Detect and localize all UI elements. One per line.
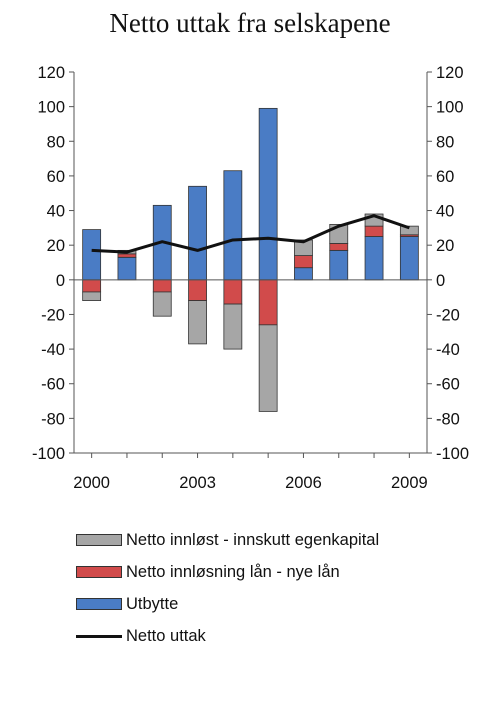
- legend: Netto innløst - innskutt egenkapital Net…: [76, 524, 379, 652]
- y-tick-label-left: 80: [47, 133, 65, 151]
- legend-swatch-blue: [76, 598, 122, 610]
- bar-utbytte-2009: [399, 236, 419, 281]
- bar-utbytte-2003: [188, 185, 207, 281]
- legend-item-egenkapital: Netto innløst - innskutt egenkapital: [76, 524, 379, 556]
- legend-swatch-line: [76, 634, 122, 638]
- y-tick-label-left: -40: [41, 341, 65, 359]
- bar-utbytte-2006: [294, 267, 313, 281]
- legend-item-netto-uttak: Netto uttak: [76, 620, 379, 652]
- y-tick-label-right: 20: [436, 237, 454, 255]
- bar-netto-innl-st-innskutt-egenkapital-2000: [82, 291, 102, 302]
- bar-utbytte-2004: [223, 170, 243, 281]
- y-tick-label-left: 100: [37, 99, 65, 117]
- bar-netto-innl-st-innskutt-egenkapital-2005: [258, 324, 278, 412]
- legend-label: Netto innløsning lån - nye lån: [126, 562, 340, 581]
- x-tick-label: 2003: [179, 474, 216, 492]
- legend-swatch-red: [76, 566, 122, 578]
- bar-netto-innl-sning-l-n-nye-l-n-2000: [82, 279, 102, 293]
- y-tick-label-left: 40: [47, 203, 65, 221]
- y-tick-label-right: -20: [436, 306, 460, 324]
- bar-utbytte-2007: [329, 249, 349, 281]
- bar-netto-innl-st-innskutt-egenkapital-2009: [399, 225, 419, 236]
- y-tick-label-right: -80: [436, 410, 460, 428]
- y-tick-label-right: 120: [436, 64, 464, 82]
- bar-netto-innl-sning-l-n-nye-l-n-2004: [223, 279, 243, 305]
- bar-netto-innl-sning-l-n-nye-l-n-2006: [294, 255, 313, 269]
- bar-netto-innl-st-innskutt-egenkapital-2006: [294, 239, 313, 256]
- y-tick-label-right: 80: [436, 133, 454, 151]
- bar-netto-innl-sning-l-n-nye-l-n-2002: [152, 279, 172, 293]
- bar-netto-innl-sning-l-n-nye-l-n-2007: [329, 243, 349, 251]
- bar-utbytte-2000: [82, 229, 102, 281]
- y-tick-label-right: 40: [436, 203, 454, 221]
- legend-item-utbytte: Utbytte: [76, 588, 379, 620]
- y-tick-label-left: -60: [41, 376, 65, 394]
- y-tick-label-left: 120: [37, 64, 65, 82]
- legend-swatch-gray: [76, 534, 122, 546]
- bar-netto-innl-sning-l-n-nye-l-n-2008: [364, 225, 384, 237]
- line-netto-uttak: [91, 214, 410, 254]
- bar-netto-innl-sning-l-n-nye-l-n-2003: [188, 279, 207, 301]
- legend-label: Netto uttak: [126, 626, 206, 645]
- chart-title: Netto uttak fra selskapene: [109, 8, 391, 38]
- bar-utbytte-2001: [117, 256, 137, 281]
- y-tick-label-left: -80: [41, 410, 65, 428]
- bar-netto-innl-st-innskutt-egenkapital-2003: [188, 300, 207, 345]
- bar-netto-innl-sning-l-n-nye-l-n-2005: [258, 279, 278, 326]
- y-tick-label-left: -100: [32, 445, 65, 463]
- x-tick-label: 2009: [391, 474, 428, 492]
- bar-utbytte-2008: [364, 236, 384, 281]
- bar-utbytte-2005: [258, 107, 278, 281]
- bar-netto-innl-st-innskutt-egenkapital-2002: [152, 291, 172, 317]
- legend-label: Utbytte: [126, 594, 179, 613]
- y-tick-label-right: 100: [436, 99, 464, 117]
- y-tick-label-left: 60: [47, 168, 65, 186]
- y-tick-label-left: -20: [41, 306, 65, 324]
- y-tick-label-right: 60: [436, 168, 454, 186]
- x-tick-label: 2006: [285, 474, 322, 492]
- bar-netto-innl-st-innskutt-egenkapital-2004: [223, 303, 243, 350]
- y-tick-label-right: -40: [436, 341, 460, 359]
- y-tick-label-right: -100: [436, 445, 469, 463]
- y-tick-label-left: 0: [56, 272, 65, 290]
- bar-netto-innl-sning-l-n-nye-l-n-2001: [117, 253, 137, 258]
- legend-label: Netto innløst - innskutt egenkapital: [126, 530, 380, 549]
- legend-item-lan: Netto innløsning lån - nye lån: [76, 556, 379, 588]
- y-tick-label-left: 20: [47, 237, 65, 255]
- x-tick-label: 2000: [73, 474, 110, 492]
- y-tick-label-right: -60: [436, 376, 460, 394]
- y-tick-label-right: 0: [436, 272, 445, 290]
